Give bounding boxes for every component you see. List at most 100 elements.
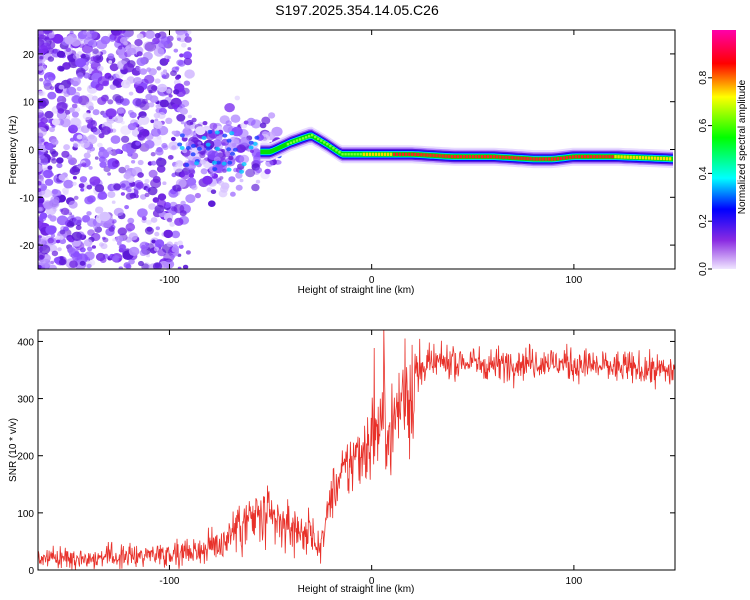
noise-blob bbox=[224, 103, 235, 113]
noise-blob bbox=[108, 226, 115, 232]
noise-blob bbox=[79, 260, 86, 266]
noise-blob bbox=[159, 99, 169, 108]
noise-blob bbox=[49, 148, 56, 155]
noise-blob bbox=[98, 146, 105, 152]
noise-blob bbox=[185, 33, 190, 37]
noise-blob bbox=[135, 85, 145, 94]
noise-blob bbox=[176, 113, 186, 122]
noise-blob bbox=[171, 246, 180, 253]
noise-blob bbox=[137, 126, 145, 133]
spectrogram-ytick-label: -20 bbox=[20, 241, 35, 252]
noise-blob bbox=[86, 134, 98, 145]
ridge-core bbox=[626, 155, 629, 159]
noise-blob bbox=[97, 97, 107, 105]
noise-blob bbox=[120, 192, 125, 196]
ridge-core bbox=[659, 156, 663, 161]
noise-blob bbox=[254, 135, 260, 140]
ridge-core bbox=[617, 155, 620, 159]
noise-blob bbox=[98, 133, 105, 139]
noise-blob bbox=[105, 108, 117, 118]
snr-ticks: -100 0 100 0 100 200 300 400 bbox=[17, 330, 675, 587]
noise-blob bbox=[118, 266, 123, 269]
noise-blob bbox=[80, 188, 85, 192]
noise-blob bbox=[135, 181, 144, 189]
noise-blob bbox=[97, 65, 104, 72]
ridge-core bbox=[380, 152, 384, 156]
ridge-core bbox=[374, 152, 378, 156]
noise-blob bbox=[126, 147, 134, 155]
ridge-core bbox=[377, 152, 381, 156]
noise-blob bbox=[179, 107, 188, 115]
noise-blob bbox=[185, 250, 191, 255]
noise-blob bbox=[202, 121, 208, 126]
noise-blob bbox=[72, 176, 77, 180]
noise-blob bbox=[58, 258, 67, 266]
noise-blob bbox=[170, 254, 175, 259]
noise-blob bbox=[83, 239, 93, 247]
noise-blob bbox=[121, 135, 130, 143]
noise-blob bbox=[100, 35, 111, 45]
ridge-core bbox=[298, 138, 302, 141]
noise-blob bbox=[63, 179, 74, 189]
ridge-core bbox=[301, 137, 305, 140]
ridge-core bbox=[608, 155, 611, 159]
noise-blob bbox=[234, 95, 240, 101]
ridge-core bbox=[314, 135, 317, 139]
noise-blob bbox=[64, 109, 71, 115]
ridge-core bbox=[668, 157, 672, 161]
noise-blob bbox=[85, 52, 91, 58]
ridge-core bbox=[544, 157, 547, 161]
noise-blob bbox=[85, 101, 94, 109]
noise-blob bbox=[220, 185, 229, 193]
noise-blob bbox=[78, 183, 85, 189]
noise-blob bbox=[175, 66, 180, 70]
figure-title: S197.2025.354.14.05.C26 bbox=[275, 2, 439, 18]
noise-blob bbox=[92, 109, 100, 116]
noise-blob bbox=[212, 139, 222, 148]
noise-blob bbox=[117, 108, 125, 114]
noise-blob bbox=[152, 197, 160, 203]
noise-blob bbox=[118, 244, 127, 251]
noise-blob bbox=[173, 89, 180, 95]
ridge-core bbox=[499, 155, 502, 159]
noise-blob bbox=[70, 214, 75, 218]
noise-blob bbox=[108, 150, 113, 155]
noise-blob bbox=[230, 151, 236, 156]
snr-panel: -100 0 100 0 100 200 300 400 Height of straight… bbox=[8, 329, 676, 595]
noise-blob bbox=[86, 184, 93, 190]
ridge-core bbox=[489, 155, 493, 159]
noise-blob bbox=[44, 110, 54, 119]
noise-blob bbox=[119, 180, 131, 191]
noise-blob bbox=[162, 181, 167, 185]
noise-blob bbox=[150, 119, 155, 124]
noise-blob bbox=[71, 231, 83, 241]
noise-blob bbox=[171, 103, 179, 110]
ridge-core bbox=[292, 140, 296, 143]
ridge-core bbox=[441, 154, 444, 158]
ridge-core bbox=[547, 157, 550, 161]
ridge-core bbox=[444, 154, 447, 158]
noise-blob bbox=[171, 145, 177, 150]
ridge-core bbox=[623, 155, 626, 159]
noise-blob bbox=[179, 145, 185, 150]
noise-blob bbox=[165, 58, 170, 63]
ridge-core bbox=[329, 144, 332, 148]
ridge-core bbox=[344, 153, 347, 156]
ridge-core bbox=[368, 152, 372, 156]
ridge-core bbox=[326, 142, 329, 146]
noise-blob bbox=[137, 134, 142, 138]
ridge-core bbox=[571, 155, 575, 159]
noise-blob bbox=[56, 102, 68, 112]
noise-blob bbox=[250, 149, 254, 153]
noise-blob bbox=[59, 256, 64, 260]
spectrogram-xtick-label: 0 bbox=[369, 275, 375, 286]
noise-blob bbox=[66, 86, 77, 96]
noise-blob bbox=[180, 200, 186, 206]
ridge-core bbox=[496, 155, 499, 159]
noise-blob bbox=[50, 233, 56, 238]
ridge-core bbox=[356, 153, 359, 156]
ridge-core bbox=[587, 155, 590, 159]
noise-blob bbox=[168, 94, 173, 98]
ridge-core bbox=[653, 156, 657, 160]
noise-blob bbox=[97, 142, 103, 148]
